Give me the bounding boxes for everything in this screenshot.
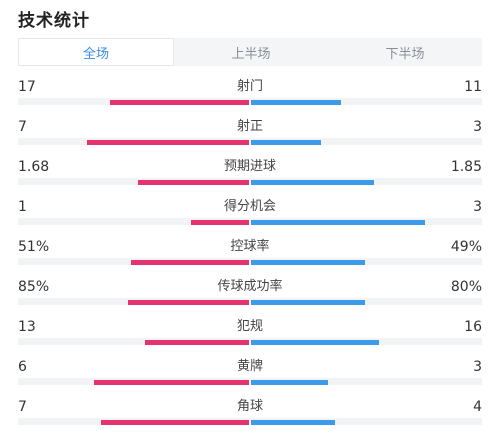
stat-track [18,338,482,345]
stat-label: 预期进球 [223,159,276,174]
stat-label: 射正 [236,119,263,134]
home-value: 7 [18,119,27,135]
stat-label: 传球成功率 [217,279,283,294]
stat-track [18,378,482,385]
home-bar [128,300,249,305]
home-bar [110,100,249,105]
away-bar [251,420,335,425]
home-bar [101,420,249,425]
away-bar [251,340,379,345]
tab-full-match[interactable]: 全场 [18,38,174,66]
stat-row-possession: 51% 控球率 49% [0,236,500,276]
away-value: 80% [450,279,482,295]
home-bar [94,380,249,385]
home-value: 13 [18,319,36,335]
stat-row-fouls: 13 犯规 16 [0,316,500,356]
stat-row-chances: 1 得分机会 3 [0,196,500,236]
stat-label: 黄牌 [236,359,263,374]
home-bar [87,140,249,145]
stat-track [18,418,482,425]
stat-row-expected-goals: 1.68 预期进球 1.85 [0,156,500,196]
stat-track [18,98,482,105]
stat-row-shots-on-target: 7 射正 3 [0,116,500,156]
away-value: 3 [473,119,482,135]
away-bar [251,180,374,185]
away-bar [251,140,321,145]
home-value: 7 [18,399,27,415]
home-bar [145,340,249,345]
stats-list: 17 射门 11 7 射正 3 1.68 预期进球 1.85 1 得分机会 3 [0,76,500,436]
away-value: 1.85 [450,159,482,175]
home-value: 6 [18,359,27,375]
stat-label: 得分机会 [223,199,276,214]
stat-label: 犯规 [236,319,263,334]
stat-track [18,178,482,185]
home-value: 17 [18,79,36,95]
home-value: 1.68 [18,159,50,175]
away-value: 11 [464,79,482,95]
away-value: 3 [473,359,482,375]
stat-row-yellow-cards: 6 黄牌 3 [0,356,500,396]
home-bar [138,180,249,185]
away-value: 16 [464,319,482,335]
home-value: 51% [18,239,50,255]
home-value: 85% [18,279,50,295]
stat-row-shots: 17 射门 11 [0,76,500,116]
stat-label: 控球率 [230,239,270,254]
stat-row-corners: 7 角球 4 [0,396,500,436]
away-bar [251,260,365,265]
home-value: 1 [18,199,27,215]
away-value: 3 [473,199,482,215]
home-bar [131,260,249,265]
period-tabs: 全场 上半场 下半场 [18,38,482,66]
away-bar [251,380,328,385]
away-value: 49% [450,239,482,255]
away-bar [251,100,341,105]
away-value: 4 [473,399,482,415]
away-bar [251,300,365,305]
home-bar [191,220,249,225]
tab-first-half[interactable]: 上半场 [231,46,271,62]
stat-track [18,258,482,265]
panel-title: 技术统计 [18,11,90,31]
stat-track [18,218,482,225]
stat-track [18,298,482,305]
stat-row-pass-accuracy: 85% 传球成功率 80% [0,276,500,316]
stat-track [18,138,482,145]
stat-label: 角球 [236,399,263,414]
tab-second-half[interactable]: 下半场 [385,46,425,62]
away-bar [251,220,425,225]
stat-label: 射门 [236,79,263,94]
